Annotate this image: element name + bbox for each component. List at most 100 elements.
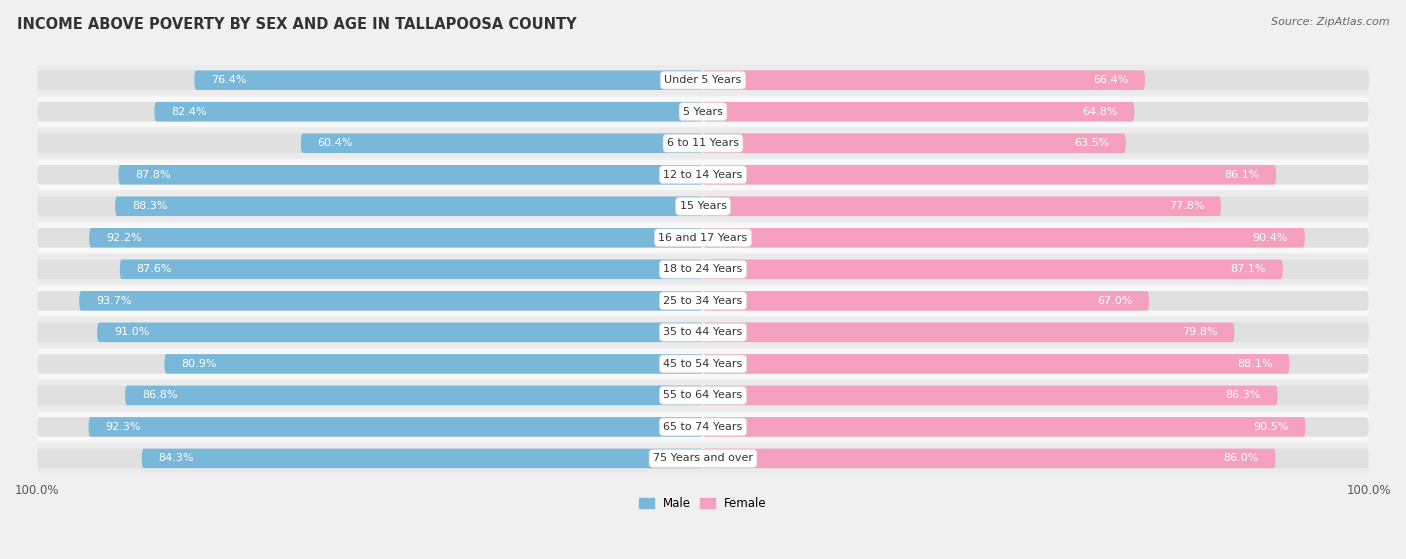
Text: 87.8%: 87.8% (135, 170, 170, 180)
FancyBboxPatch shape (37, 191, 1369, 221)
Text: 79.8%: 79.8% (1182, 328, 1218, 337)
Text: 16 and 17 Years: 16 and 17 Years (658, 233, 748, 243)
Text: Under 5 Years: Under 5 Years (665, 75, 741, 85)
FancyBboxPatch shape (37, 443, 1369, 473)
Text: 45 to 54 Years: 45 to 54 Years (664, 359, 742, 369)
FancyBboxPatch shape (703, 165, 1369, 184)
Text: 6 to 11 Years: 6 to 11 Years (666, 138, 740, 148)
Text: 88.1%: 88.1% (1237, 359, 1272, 369)
FancyBboxPatch shape (703, 197, 1369, 216)
FancyBboxPatch shape (703, 323, 1234, 342)
FancyBboxPatch shape (118, 165, 703, 184)
FancyBboxPatch shape (703, 165, 1277, 184)
FancyBboxPatch shape (37, 160, 1369, 190)
Text: 86.8%: 86.8% (142, 390, 177, 400)
FancyBboxPatch shape (37, 417, 703, 437)
FancyBboxPatch shape (37, 354, 703, 373)
FancyBboxPatch shape (703, 386, 1278, 405)
FancyBboxPatch shape (37, 323, 703, 342)
FancyBboxPatch shape (703, 354, 1289, 373)
Text: 90.4%: 90.4% (1253, 233, 1288, 243)
Text: 18 to 24 Years: 18 to 24 Years (664, 264, 742, 274)
FancyBboxPatch shape (120, 259, 703, 279)
Text: 87.6%: 87.6% (136, 264, 172, 274)
Text: 35 to 44 Years: 35 to 44 Years (664, 328, 742, 337)
FancyBboxPatch shape (703, 70, 1144, 90)
Text: 63.5%: 63.5% (1074, 138, 1109, 148)
Text: 5 Years: 5 Years (683, 107, 723, 117)
FancyBboxPatch shape (703, 259, 1282, 279)
Text: 67.0%: 67.0% (1097, 296, 1132, 306)
FancyBboxPatch shape (703, 102, 1135, 121)
FancyBboxPatch shape (703, 228, 1369, 248)
FancyBboxPatch shape (703, 134, 1369, 153)
FancyBboxPatch shape (194, 70, 703, 90)
FancyBboxPatch shape (37, 65, 1369, 96)
Text: 88.3%: 88.3% (132, 201, 167, 211)
FancyBboxPatch shape (703, 291, 1369, 311)
Text: 92.3%: 92.3% (105, 422, 141, 432)
Text: 80.9%: 80.9% (181, 359, 217, 369)
FancyBboxPatch shape (703, 386, 1369, 405)
FancyBboxPatch shape (703, 417, 1369, 437)
FancyBboxPatch shape (37, 134, 703, 153)
FancyBboxPatch shape (703, 70, 1369, 90)
FancyBboxPatch shape (703, 291, 1149, 311)
FancyBboxPatch shape (703, 259, 1369, 279)
Text: 87.1%: 87.1% (1230, 264, 1267, 274)
FancyBboxPatch shape (89, 228, 703, 248)
FancyBboxPatch shape (37, 380, 1369, 410)
FancyBboxPatch shape (37, 317, 1369, 348)
FancyBboxPatch shape (37, 70, 703, 90)
Text: 64.8%: 64.8% (1083, 107, 1118, 117)
FancyBboxPatch shape (703, 417, 1306, 437)
Legend: Male, Female: Male, Female (634, 492, 772, 515)
FancyBboxPatch shape (37, 449, 703, 468)
FancyBboxPatch shape (37, 128, 1369, 158)
FancyBboxPatch shape (37, 291, 703, 311)
FancyBboxPatch shape (703, 134, 1126, 153)
FancyBboxPatch shape (89, 417, 703, 437)
Text: 60.4%: 60.4% (318, 138, 353, 148)
FancyBboxPatch shape (703, 323, 1369, 342)
Text: 65 to 74 Years: 65 to 74 Years (664, 422, 742, 432)
Text: 93.7%: 93.7% (96, 296, 131, 306)
Text: 15 Years: 15 Years (679, 201, 727, 211)
FancyBboxPatch shape (37, 222, 1369, 253)
FancyBboxPatch shape (165, 354, 703, 373)
Text: 84.3%: 84.3% (159, 453, 194, 463)
FancyBboxPatch shape (97, 323, 703, 342)
Text: 82.4%: 82.4% (172, 107, 207, 117)
FancyBboxPatch shape (155, 102, 703, 121)
FancyBboxPatch shape (703, 197, 1220, 216)
FancyBboxPatch shape (37, 228, 703, 248)
FancyBboxPatch shape (37, 286, 1369, 316)
FancyBboxPatch shape (301, 134, 703, 153)
FancyBboxPatch shape (703, 228, 1305, 248)
FancyBboxPatch shape (703, 449, 1275, 468)
FancyBboxPatch shape (37, 412, 1369, 442)
Text: 75 Years and over: 75 Years and over (652, 453, 754, 463)
FancyBboxPatch shape (37, 259, 703, 279)
FancyBboxPatch shape (142, 449, 703, 468)
FancyBboxPatch shape (37, 197, 703, 216)
FancyBboxPatch shape (703, 449, 1369, 468)
FancyBboxPatch shape (703, 102, 1369, 121)
Text: 76.4%: 76.4% (211, 75, 246, 85)
Text: 25 to 34 Years: 25 to 34 Years (664, 296, 742, 306)
FancyBboxPatch shape (79, 291, 703, 311)
Text: 86.0%: 86.0% (1223, 453, 1258, 463)
Text: 90.5%: 90.5% (1254, 422, 1289, 432)
Text: 12 to 14 Years: 12 to 14 Years (664, 170, 742, 180)
FancyBboxPatch shape (37, 102, 703, 121)
Text: INCOME ABOVE POVERTY BY SEX AND AGE IN TALLAPOOSA COUNTY: INCOME ABOVE POVERTY BY SEX AND AGE IN T… (17, 17, 576, 32)
Text: 66.4%: 66.4% (1092, 75, 1129, 85)
FancyBboxPatch shape (125, 386, 703, 405)
Text: 91.0%: 91.0% (114, 328, 149, 337)
Text: 92.2%: 92.2% (105, 233, 142, 243)
FancyBboxPatch shape (37, 97, 1369, 127)
FancyBboxPatch shape (115, 197, 703, 216)
Text: 86.1%: 86.1% (1225, 170, 1260, 180)
Text: Source: ZipAtlas.com: Source: ZipAtlas.com (1271, 17, 1389, 27)
Text: 86.3%: 86.3% (1226, 390, 1261, 400)
